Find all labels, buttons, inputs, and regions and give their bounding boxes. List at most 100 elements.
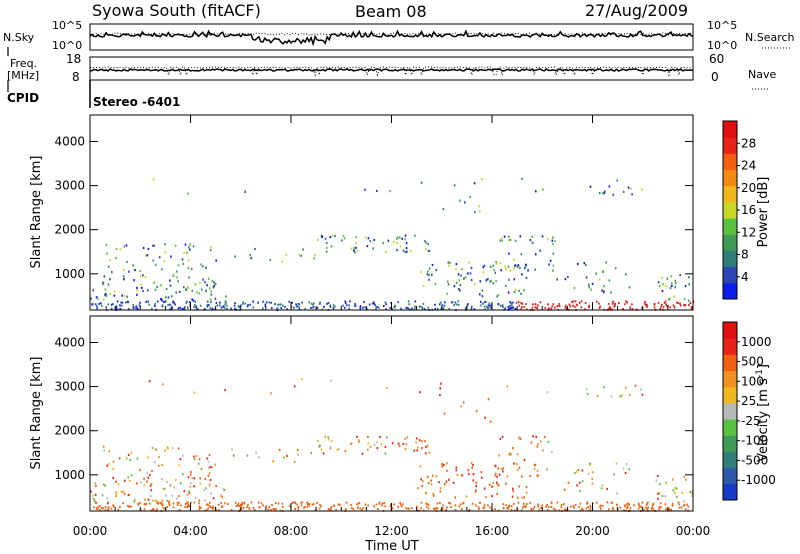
data-cell bbox=[336, 449, 339, 452]
data-cell bbox=[187, 501, 189, 504]
data-cell bbox=[268, 506, 270, 508]
data-cell bbox=[674, 279, 677, 282]
colorbar-segment bbox=[723, 322, 737, 339]
colorbar-segment bbox=[723, 250, 737, 268]
data-cell bbox=[373, 443, 376, 446]
data-cell bbox=[359, 306, 362, 309]
data-cell bbox=[199, 477, 201, 480]
data-cell bbox=[659, 307, 662, 310]
data-cell bbox=[428, 267, 431, 270]
data-cell bbox=[97, 297, 99, 300]
data-cell bbox=[313, 257, 315, 260]
data-cell bbox=[683, 304, 685, 307]
data-cell bbox=[612, 506, 614, 509]
data-cell bbox=[262, 504, 264, 507]
data-cell bbox=[377, 306, 380, 309]
data-cell bbox=[161, 268, 163, 271]
data-cell bbox=[420, 501, 423, 504]
data-cell bbox=[220, 494, 222, 497]
data-cell bbox=[322, 452, 325, 455]
data-cell bbox=[246, 506, 248, 509]
data-cell bbox=[90, 297, 92, 300]
data-cell bbox=[195, 305, 197, 308]
data-cell bbox=[424, 440, 426, 443]
data-cell bbox=[162, 301, 165, 304]
data-cell bbox=[509, 238, 512, 241]
data-cell bbox=[149, 502, 151, 505]
data-cell bbox=[154, 288, 157, 291]
data-cell bbox=[102, 281, 105, 284]
data-cell bbox=[669, 306, 671, 309]
data-cell bbox=[165, 299, 167, 303]
data-cell bbox=[419, 391, 421, 394]
data-cell bbox=[107, 283, 110, 286]
data-cell bbox=[188, 301, 191, 304]
data-cell bbox=[356, 506, 359, 509]
data-cell bbox=[670, 508, 672, 511]
data-cell bbox=[156, 500, 159, 503]
data-cell bbox=[206, 300, 209, 303]
data-cell bbox=[385, 303, 387, 306]
data-cell bbox=[166, 499, 169, 502]
data-cell bbox=[127, 505, 129, 508]
data-cell bbox=[205, 487, 207, 490]
data-cell bbox=[600, 487, 603, 490]
y-tick-label: 4000 bbox=[54, 134, 85, 148]
data-cell bbox=[204, 499, 206, 502]
data-cell bbox=[98, 303, 100, 305]
data-cell bbox=[398, 445, 401, 448]
freq-tick-bottom: 8 bbox=[72, 70, 80, 84]
data-cell bbox=[136, 457, 139, 460]
data-cell bbox=[626, 506, 629, 509]
data-cell bbox=[191, 289, 194, 292]
data-cell bbox=[96, 508, 99, 511]
data-cell bbox=[188, 490, 190, 493]
data-cell bbox=[376, 189, 378, 192]
colorbar-tick-label: 28 bbox=[741, 136, 756, 150]
data-cell bbox=[329, 304, 331, 307]
data-cell bbox=[206, 457, 209, 460]
data-cell bbox=[212, 497, 215, 500]
data-cell bbox=[622, 190, 625, 193]
data-cell bbox=[672, 304, 675, 307]
data-cell bbox=[491, 485, 493, 488]
data-cell bbox=[238, 505, 241, 508]
data-cell bbox=[190, 470, 192, 474]
data-cell bbox=[462, 401, 465, 404]
data-cell bbox=[482, 271, 485, 274]
data-cell bbox=[474, 491, 477, 494]
data-cell bbox=[586, 393, 589, 396]
data-cell bbox=[107, 303, 110, 306]
data-cell bbox=[453, 285, 456, 288]
data-cell bbox=[614, 304, 616, 307]
data-cell bbox=[110, 303, 113, 306]
data-cell bbox=[625, 386, 627, 389]
data-cell bbox=[124, 479, 126, 482]
data-cell bbox=[130, 451, 132, 454]
data-cell bbox=[668, 298, 670, 301]
data-cell bbox=[275, 507, 277, 510]
data-cell bbox=[118, 457, 121, 460]
data-cell bbox=[468, 473, 470, 476]
data-cell bbox=[224, 306, 226, 309]
data-cell bbox=[242, 302, 244, 305]
freq-line bbox=[89, 68, 694, 72]
data-cell bbox=[627, 186, 630, 189]
data-cell bbox=[343, 237, 346, 240]
data-cell bbox=[658, 506, 661, 509]
data-cell bbox=[373, 238, 376, 242]
data-cell bbox=[345, 508, 347, 510]
data-cell bbox=[339, 503, 341, 506]
data-cell bbox=[319, 301, 321, 304]
data-cell bbox=[281, 260, 284, 263]
data-cell bbox=[529, 239, 532, 242]
data-cell bbox=[525, 308, 528, 311]
data-cell bbox=[247, 503, 249, 506]
data-cell bbox=[369, 445, 372, 448]
data-cell bbox=[498, 454, 500, 457]
data-cell bbox=[518, 304, 521, 307]
data-cell bbox=[105, 243, 108, 246]
data-cell bbox=[666, 304, 668, 307]
data-cell bbox=[691, 492, 694, 495]
data-cell bbox=[119, 506, 121, 508]
